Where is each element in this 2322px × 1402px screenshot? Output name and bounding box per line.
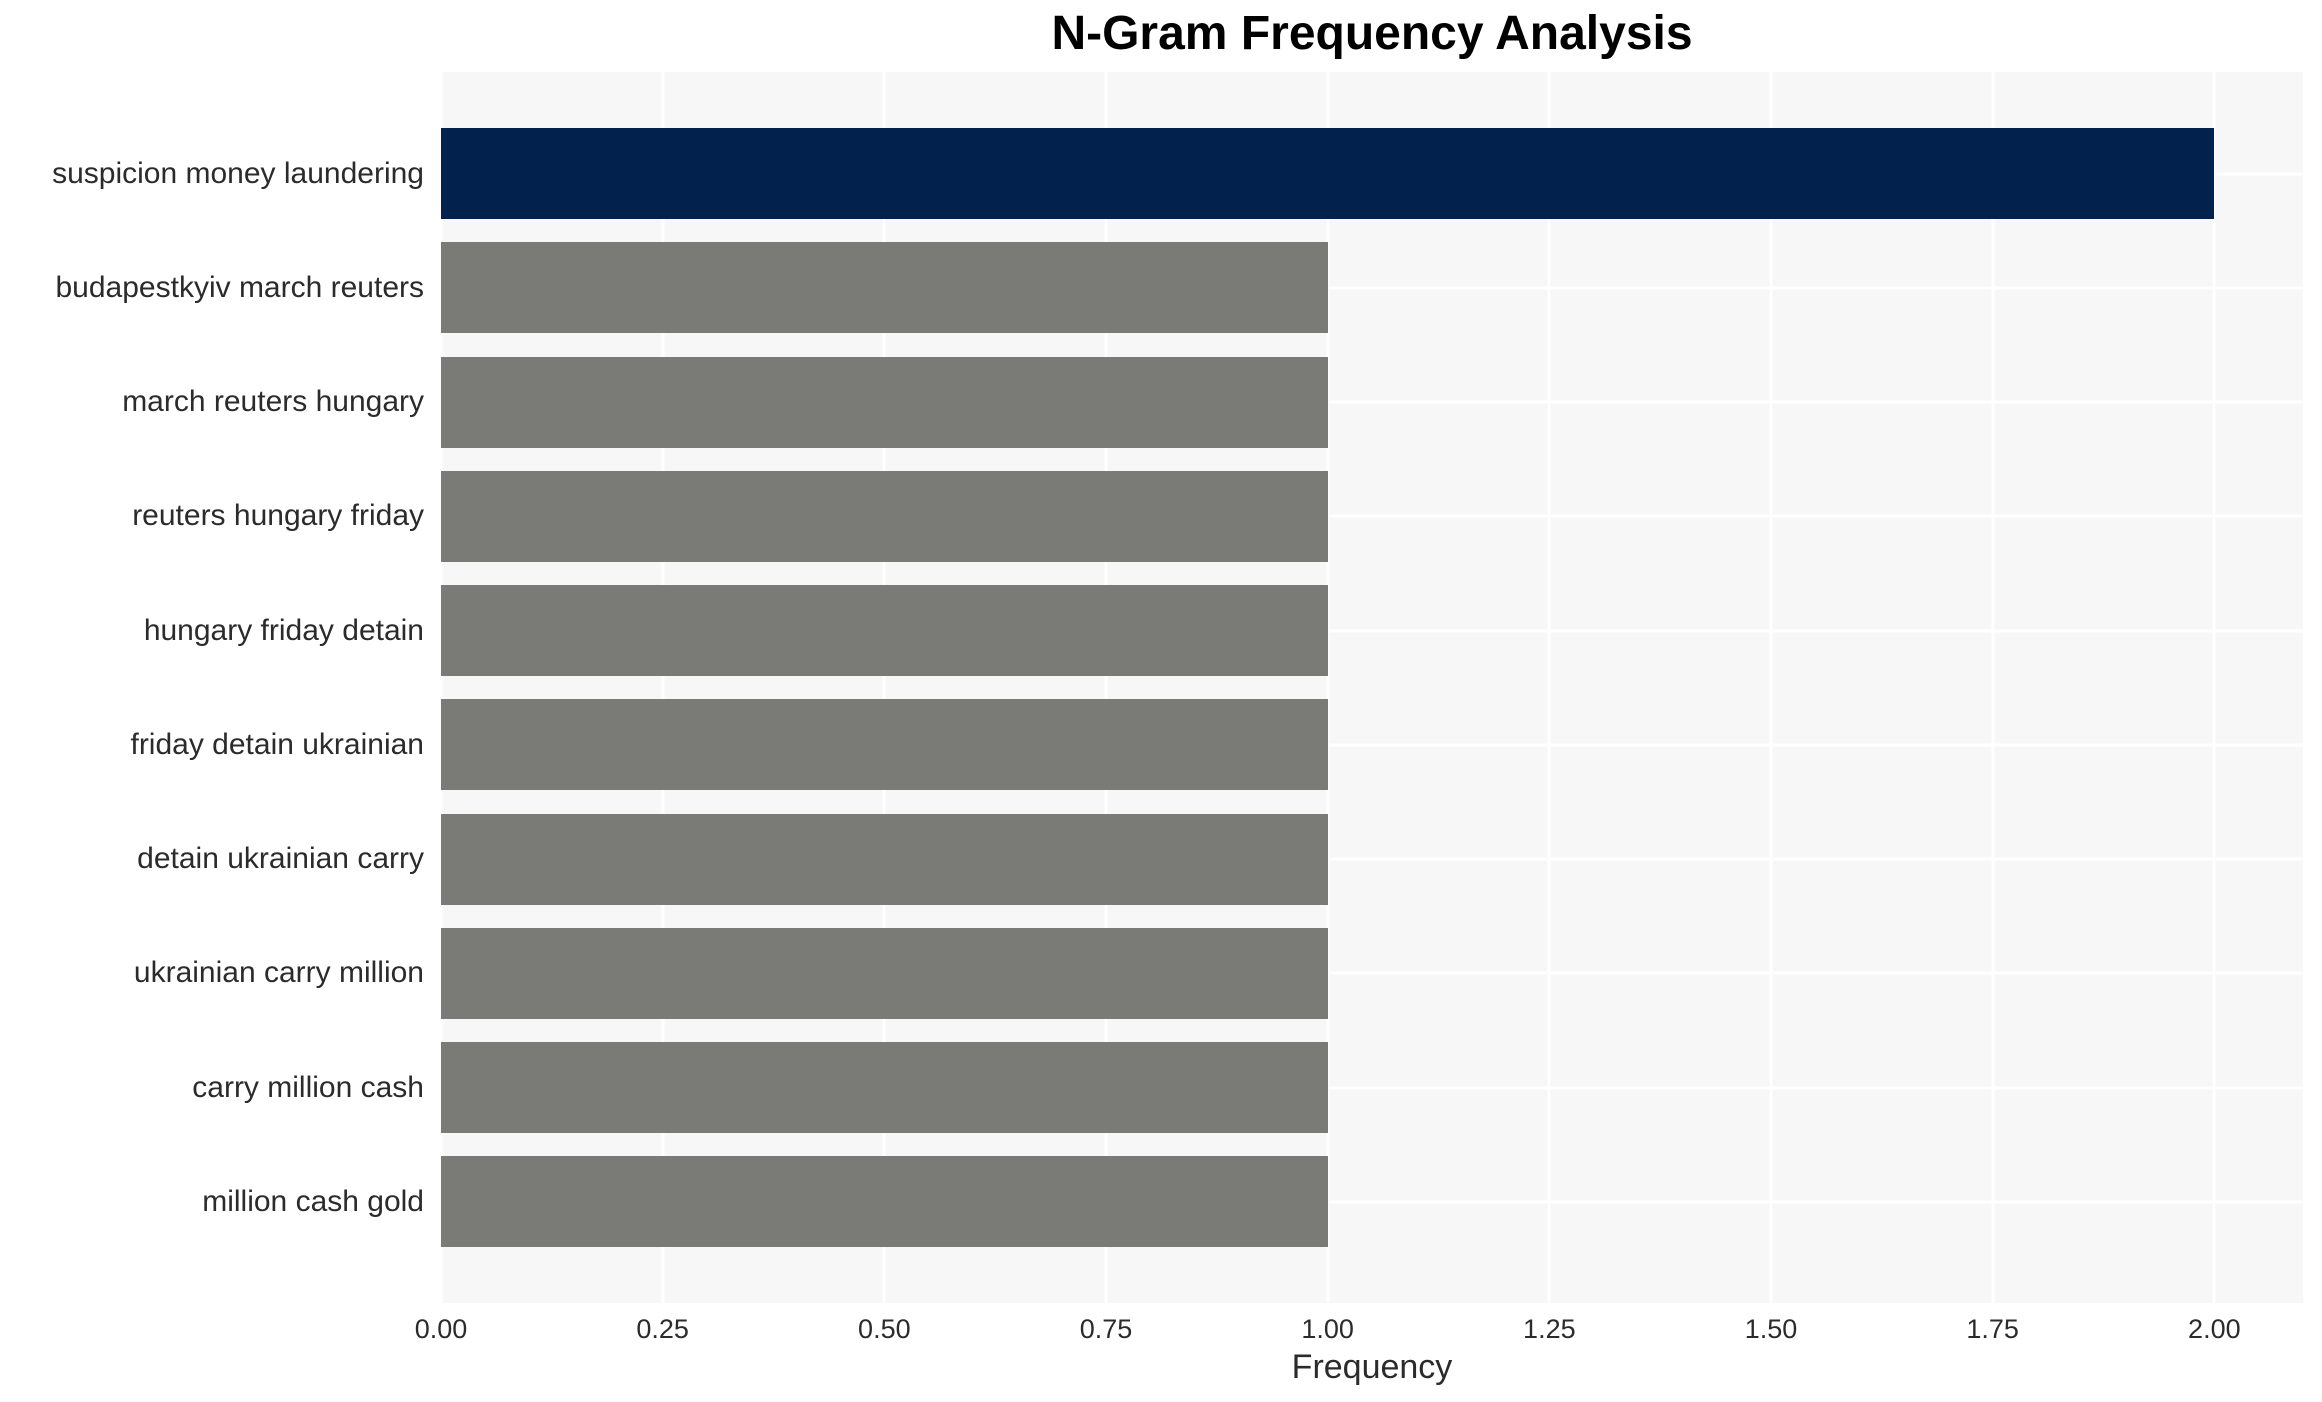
x-tick-label: 0.50	[858, 1314, 911, 1344]
bar-reuters-hungary-friday	[441, 470, 1328, 562]
x-tick-label: 0.75	[1079, 1314, 1133, 1344]
bar-row	[441, 802, 2303, 916]
bar-suspicion-money-laundering	[441, 128, 2215, 220]
y-tick-label: suspicion money laundering	[52, 156, 424, 190]
y-tick-label: ukrainian carry million	[133, 956, 424, 990]
bar-row	[441, 459, 2303, 573]
horizontal-gridline	[441, 857, 2303, 861]
vertical-gridline	[1769, 72, 1773, 1303]
bar-row	[441, 231, 2303, 345]
y-tick-label: detain ukrainian carry	[137, 842, 424, 876]
y-tick-label: million cash gold	[202, 1184, 424, 1218]
vertical-gridline	[1547, 72, 1551, 1303]
vertical-gridline	[439, 72, 443, 1303]
y-tick-label: march reuters hungary	[122, 385, 424, 419]
bar-row	[441, 116, 2303, 230]
horizontal-gridline	[441, 743, 2303, 747]
bar-carry-million-cash	[441, 1042, 1328, 1134]
bar-budapestkyiv-march-reuters	[441, 242, 1328, 334]
horizontal-gridline	[441, 514, 2303, 518]
horizontal-gridline	[441, 286, 2303, 290]
bar-row	[441, 345, 2303, 459]
y-tick-label: reuters hungary friday	[132, 499, 424, 533]
bar-march-reuters-hungary	[441, 356, 1328, 448]
vertical-gridline	[882, 72, 886, 1303]
plot-area	[439, 72, 2303, 1303]
y-tick-label: hungary friday detain	[143, 613, 424, 647]
vertical-gridline	[661, 72, 665, 1303]
x-tick-label: 1.75	[1966, 1314, 2019, 1344]
x-axis-label: Frequency	[1291, 1348, 1453, 1386]
bar-ukrainian-carry-million	[441, 927, 1328, 1019]
horizontal-gridline	[441, 1200, 2303, 1204]
horizontal-gridline	[441, 971, 2303, 975]
x-tick-label: 2.00	[2188, 1314, 2241, 1344]
vertical-gridline	[1991, 72, 1995, 1303]
bar-friday-detain-ukrainian	[441, 699, 1328, 791]
bar-row	[441, 916, 2303, 1030]
x-tick-label: 0.00	[414, 1314, 468, 1344]
x-tick-label: 1.25	[1523, 1314, 1576, 1344]
bar-row	[441, 688, 2303, 802]
horizontal-gridline	[441, 1086, 2303, 1090]
y-tick-label: budapestkyiv march reuters	[55, 270, 425, 304]
chart-title: N-Gram Frequency Analysis	[1051, 7, 1693, 60]
x-tick-label: 1.00	[1301, 1314, 1354, 1344]
horizontal-gridline	[441, 400, 2303, 404]
x-tick-label: 1.50	[1744, 1314, 1798, 1344]
bar-row	[441, 1145, 2303, 1259]
bar-row	[441, 1030, 2303, 1144]
bar-row	[441, 573, 2303, 687]
y-tick-label: carry million cash	[192, 1070, 424, 1104]
y-tick-label: friday detain ukrainian	[130, 727, 424, 761]
vertical-gridline	[1104, 72, 1108, 1303]
horizontal-gridline	[441, 629, 2303, 633]
bar-hungary-friday-detain	[441, 585, 1328, 677]
vertical-gridline	[2212, 72, 2216, 1303]
vertical-gridline	[1326, 72, 1330, 1303]
bar-million-cash-gold	[441, 1156, 1328, 1248]
bar-detain-ukrainian-carry	[441, 813, 1328, 905]
x-tick-label: 0.25	[636, 1314, 689, 1344]
